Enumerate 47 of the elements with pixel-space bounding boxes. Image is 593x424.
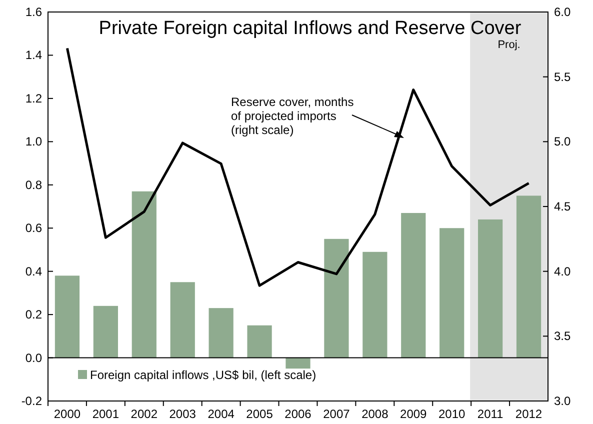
y-tick-label: 0.8 [25,178,42,192]
legend-label: Foreign capital inflows ,US$ bil, (left scale) [90,368,316,382]
x-tick-label: 2007 [323,407,350,421]
bar [208,308,234,358]
y-tick-label: -0.2 [21,394,42,408]
y-tick-label: 1.4 [25,48,42,62]
x-tick-label: 2001 [92,407,120,421]
y2-tick-label: 5.0 [554,134,572,149]
bar [440,228,464,358]
y-tick-label: 1.0 [25,134,42,149]
bar [324,238,349,358]
y2-tick-label: 4.5 [554,200,572,214]
x-tick-label: 2002 [130,407,158,421]
x-tick-label: 2005 [246,407,274,421]
x-tick-label: 2000 [54,407,81,421]
x-tick-label: 2008 [362,407,389,421]
x-tick-label: 2003 [169,407,196,421]
y-tick-label: 0.0 [25,350,42,365]
x-tick-label: 2004 [208,407,235,421]
y-tick-label: 1.6 [25,5,42,19]
bar [93,306,118,358]
bar [54,276,80,358]
bar [478,219,503,358]
y2-tick-label: 3.0 [554,394,572,408]
bar [132,191,156,358]
x-tick-label: 2012 [515,407,542,421]
x-tick-label: 2006 [284,407,312,421]
y-tick-label: 1.2 [25,91,42,106]
x-tick-label: 2009 [400,407,428,421]
y-tick-label: 0.6 [25,221,42,236]
x-tick-label: 2010 [438,407,466,421]
y2-tick-label: 5.5 [554,70,572,84]
bar [401,212,426,358]
y-tick-label: 0.4 [25,264,42,278]
chart-title: Private Foreign capital Inflows and Reserve Cover [98,18,522,39]
y-tick-label: 0.2 [25,308,42,322]
annotation: Reserve cover, months of projected imports (right scale) [231,95,354,137]
band-label: Proj. [498,39,520,51]
y2-tick-label: 3.5 [554,329,572,344]
y2-tick-label: 4.0 [554,264,572,278]
bar [362,252,388,358]
bar [516,196,542,358]
y2-tick-label: 6.0 [554,5,572,19]
bar [170,282,195,358]
bar [247,325,272,358]
x-tick-label: 2011 [477,407,504,421]
bar [286,358,310,369]
